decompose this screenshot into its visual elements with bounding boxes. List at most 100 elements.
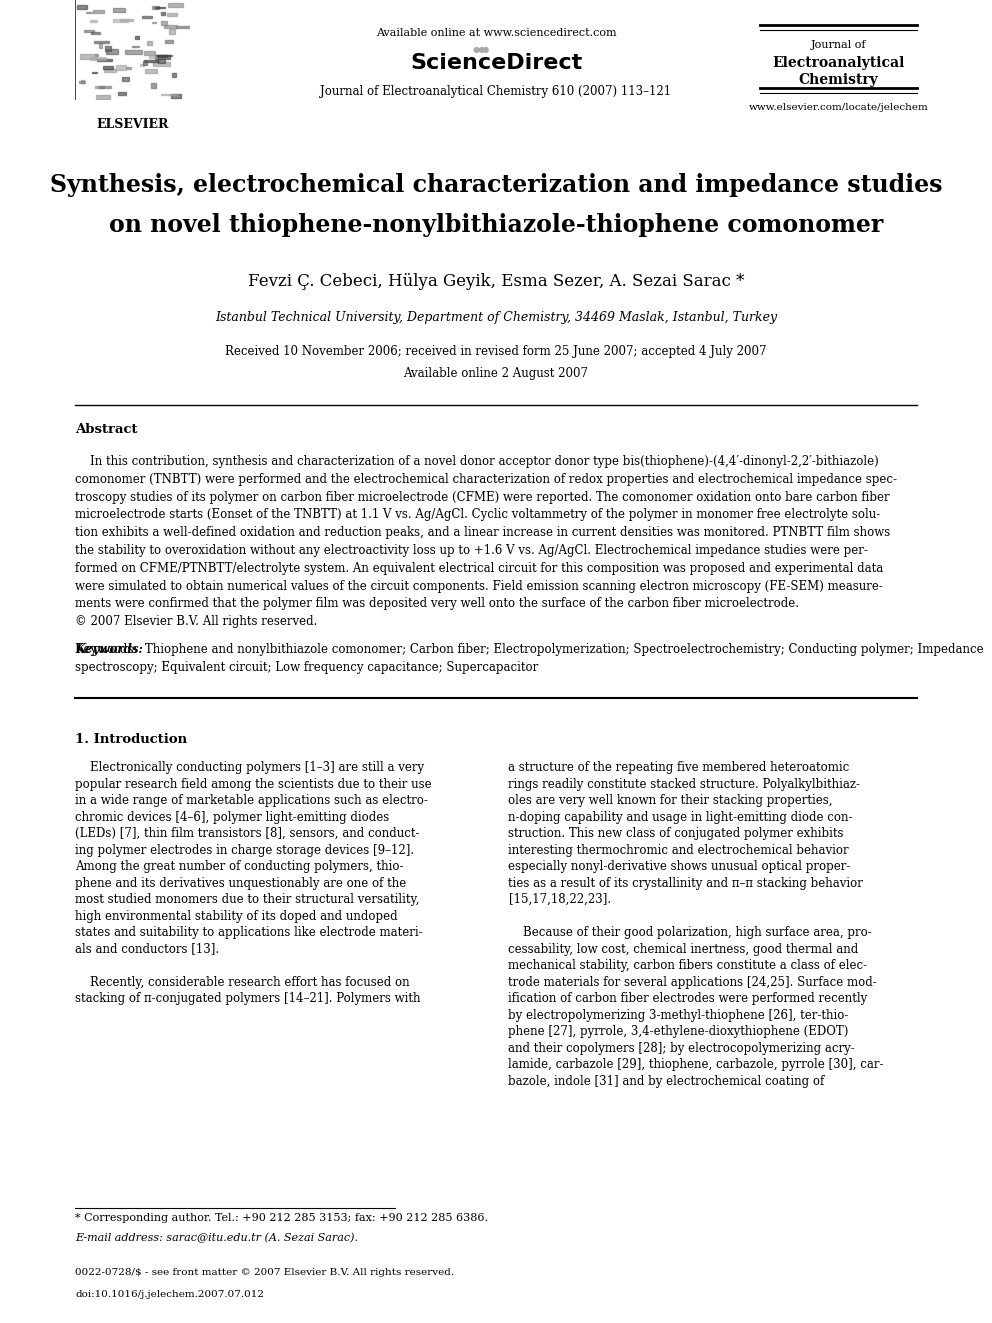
Text: troscopy studies of its polymer on carbon fiber microelectrode (CFME) were repor: troscopy studies of its polymer on carbo… [75,491,890,504]
Text: ties as a result of its crystallinity and π–π stacking behavior: ties as a result of its crystallinity an… [509,877,863,889]
Bar [152,7,160,8]
Text: In this contribution, synthesis and characterization of a novel donor acceptor d: In this contribution, synthesis and char… [75,455,879,468]
Bar [164,25,177,28]
Text: formed on CFME/PTNBTT/electrolyte system. An equivalent electrical circuit for t: formed on CFME/PTNBTT/electrolyte system… [75,562,883,574]
Text: Keywords:  Thiophene and nonylbithiazole comonomer; Carbon fiber; Electropolymer: Keywords: Thiophene and nonylbithiazole … [75,643,984,656]
Text: struction. This new class of conjugated polymer exhibits: struction. This new class of conjugated … [509,827,844,840]
Bar [118,93,126,95]
Text: oles are very well known for their stacking properties,: oles are very well known for their stack… [509,794,833,807]
Text: Among the great number of conducting polymers, thio-: Among the great number of conducting pol… [75,860,404,873]
Bar [79,54,97,60]
Text: spectroscopy; Equivalent circuit; Low frequency capacitance; Supercapacitor: spectroscopy; Equivalent circuit; Low fr… [75,660,539,673]
Bar [97,60,112,61]
Text: high environmental stability of its doped and undoped: high environmental stability of its dope… [75,909,398,922]
Bar [89,57,106,61]
Text: Because of their good polarization, high surface area, pro-: Because of their good polarization, high… [509,926,872,939]
Bar [161,21,167,25]
Text: ification of carbon fiber electrodes were performed recently: ification of carbon fiber electrodes wer… [509,992,868,1005]
Bar [113,8,125,12]
Text: Synthesis, electrochemical characterization and impedance studies: Synthesis, electrochemical characterizat… [50,173,942,197]
Text: Received 10 November 2006; received in revised form 25 June 2007; accepted 4 Jul: Received 10 November 2006; received in r… [225,345,767,359]
Text: n-doping capability and usage in light-emitting diode con-: n-doping capability and usage in light-e… [509,811,853,823]
Bar [154,62,171,66]
Bar [98,44,102,48]
Text: microelectrode starts (Eonset of the TNBTT) at 1.1 V vs. Ag/AgCl. Cyclic voltamm: microelectrode starts (Eonset of the TNB… [75,508,880,521]
Bar [172,73,177,77]
Text: most studied monomers due to their structural versatility,: most studied monomers due to their struc… [75,893,420,906]
Text: ScienceDirect: ScienceDirect [410,53,582,73]
Bar [106,49,118,54]
Bar [169,29,176,34]
Bar [159,60,165,64]
Bar [116,65,126,70]
Bar [176,26,190,28]
Text: bazole, indole [31] and by electrochemical coating of: bazole, indole [31] and by electrochemic… [509,1074,824,1088]
Bar [92,11,103,13]
Bar [84,30,93,32]
Text: Recently, considerable research effort has focused on: Recently, considerable research effort h… [75,975,410,988]
Text: E-mail address: sarac@itu.edu.tr (A. Sezai Sarac).: E-mail address: sarac@itu.edu.tr (A. Sez… [75,1233,358,1244]
Text: were simulated to obtain numerical values of the circuit components. Field emiss: were simulated to obtain numerical value… [75,579,883,593]
Bar [95,54,98,56]
Bar [171,94,182,98]
Text: mechanical stability, carbon fibers constitute a class of elec-: mechanical stability, carbon fibers cons… [509,959,868,972]
Bar [147,41,152,45]
Text: states and suitability to applications like electrode materi-: states and suitability to applications l… [75,926,423,939]
Text: especially nonyl-derivative shows unusual optical proper-: especially nonyl-derivative shows unusua… [509,860,851,873]
Text: www.elsevier.com/locate/jelechem: www.elsevier.com/locate/jelechem [749,103,929,112]
Bar [92,71,97,73]
Bar [113,20,128,21]
Bar [143,16,152,19]
Text: ●: ● [472,45,480,54]
Bar [152,82,156,87]
Text: ments were confirmed that the polymer film was deposited very well onto the surf: ments were confirmed that the polymer fi… [75,598,799,610]
Text: Journal of Electroanalytical Chemistry 610 (2007) 113–121: Journal of Electroanalytical Chemistry 6… [320,85,672,98]
Text: Available online 2 August 2007: Available online 2 August 2007 [404,366,588,380]
Text: phene [27], pyrrole, 3,4-ethylene-dioxythiophene (EDOT): phene [27], pyrrole, 3,4-ethylene-dioxyt… [509,1025,849,1039]
Text: stacking of π-conjugated polymers [14–21]. Polymers with: stacking of π-conjugated polymers [14–21… [75,992,421,1005]
Text: 1. Introduction: 1. Introduction [75,733,187,746]
Text: [15,17,18,22,23].: [15,17,18,22,23]. [509,893,611,906]
Bar [162,94,178,95]
Text: the stability to overoxidation without any electroactivity loss up to +1.6 V vs.: the stability to overoxidation without a… [75,544,868,557]
Text: comonomer (TNBTT) were performed and the electrochemical characterization of red: comonomer (TNBTT) were performed and the… [75,472,897,486]
Text: interesting thermochromic and electrochemical behavior: interesting thermochromic and electroche… [509,844,849,856]
Bar [155,54,171,58]
Text: ELSEVIER: ELSEVIER [96,118,169,131]
Text: lamide, carbazole [29], thiophene, carbazole, pyrrole [30], car-: lamide, carbazole [29], thiophene, carba… [509,1058,884,1072]
Bar [90,32,100,34]
Bar [165,41,174,44]
Bar [145,69,157,73]
Bar [140,65,144,66]
Bar [161,12,165,16]
Text: in a wide range of marketable applications such as electro-: in a wide range of marketable applicatio… [75,794,428,807]
Text: Electronically conducting polymers [1–3] are still a very: Electronically conducting polymers [1–3]… [75,761,425,774]
Bar [126,67,131,69]
Bar [79,81,85,83]
Bar [77,5,87,9]
Bar [95,95,110,99]
Bar [122,77,129,81]
Text: on novel thiophene-nonylbithiazole-thiophene comonomer: on novel thiophene-nonylbithiazole-thiop… [109,213,883,237]
Text: als and conductors [13].: als and conductors [13]. [75,942,219,955]
Text: doi:10.1016/j.jelechem.2007.07.012: doi:10.1016/j.jelechem.2007.07.012 [75,1290,264,1299]
Text: rings readily constitute stacked structure. Polyalkylbithiaz-: rings readily constitute stacked structu… [509,778,860,791]
Bar [90,20,97,22]
Bar [156,56,167,57]
Text: Fevzi Ç. Cebeci, Hülya Geyik, Esma Sezer, A. Sezai Sarac *: Fevzi Ç. Cebeci, Hülya Geyik, Esma Sezer… [248,273,744,290]
Bar [144,52,155,56]
Bar [125,50,142,54]
Text: ing polymer electrodes in charge storage devices [9–12].: ing polymer electrodes in charge storage… [75,844,414,856]
Bar [144,60,159,62]
Text: and their copolymers [28]; by electrocopolymerizing acry-: and their copolymers [28]; by electrocop… [509,1041,855,1054]
Bar [105,46,111,52]
Text: Istanbul Technical University, Department of Chemistry, 34469 Maslak, Istanbul, : Istanbul Technical University, Departmen… [215,311,777,324]
Bar [104,69,116,73]
Bar [120,19,133,21]
Text: ●: ● [481,45,488,54]
Text: Available online at www.sciencedirect.com: Available online at www.sciencedirect.co… [376,28,616,38]
Text: Abstract: Abstract [75,423,138,437]
Bar [94,86,104,87]
Bar [169,3,183,8]
Bar [168,13,178,16]
